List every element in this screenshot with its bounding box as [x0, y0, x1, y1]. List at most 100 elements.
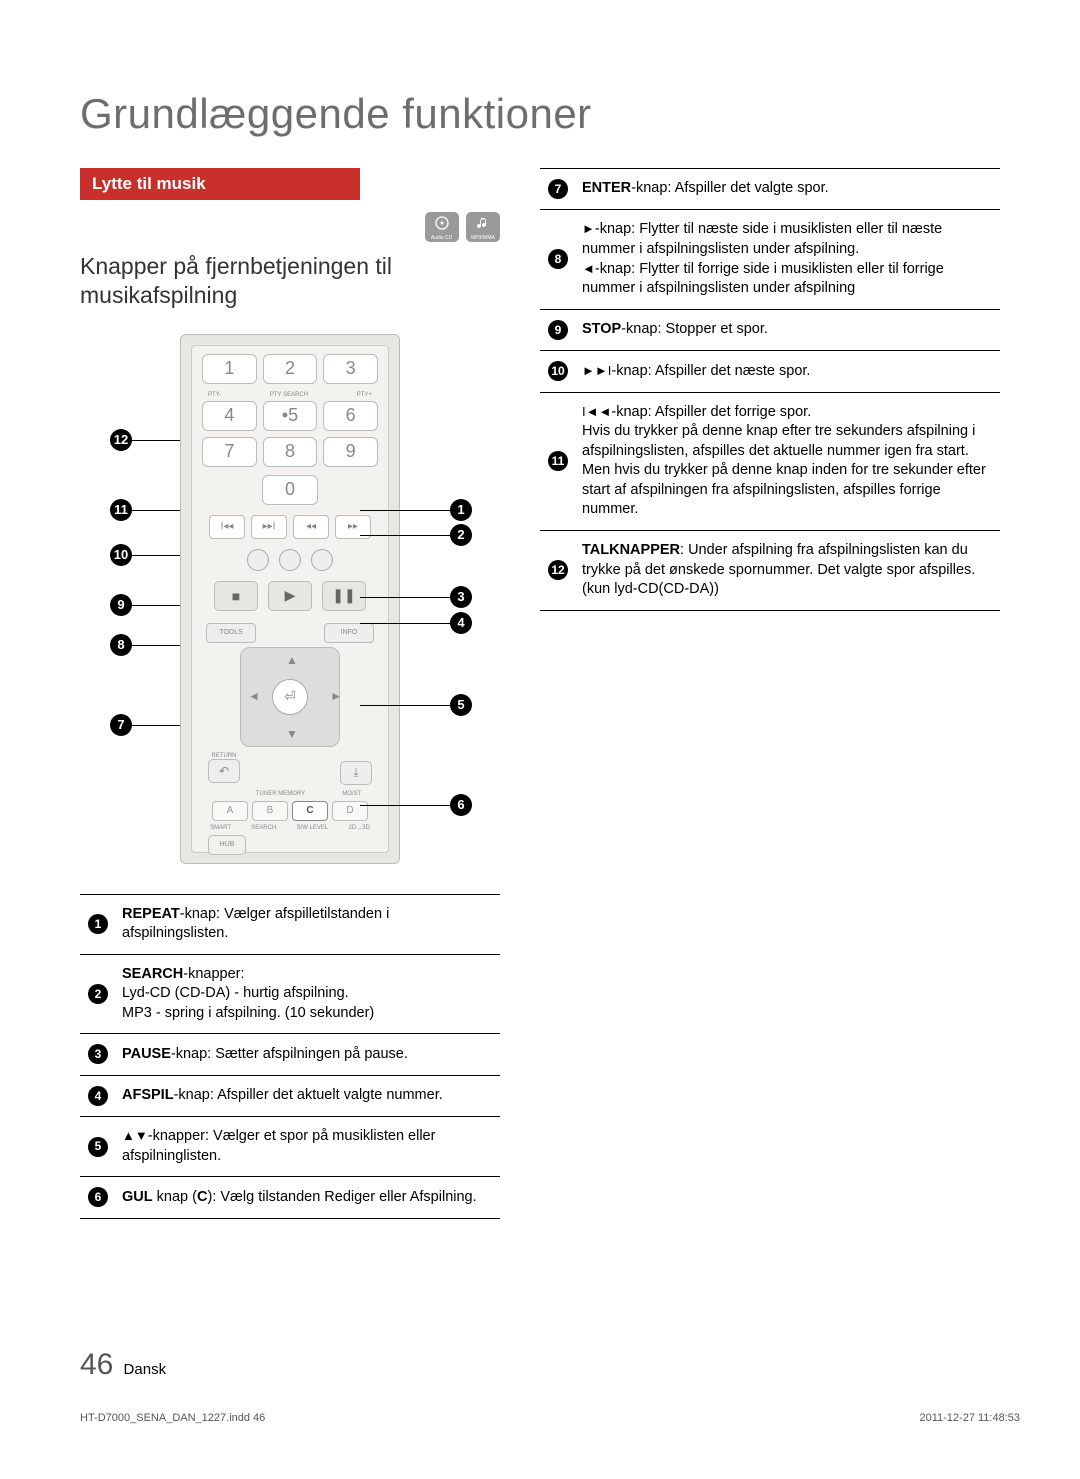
pty-search-label: PTY SEARCH: [270, 392, 308, 398]
enter-icon: ⏎: [272, 679, 308, 715]
d-button: D: [332, 801, 368, 821]
stop-icon: ■: [214, 581, 258, 611]
row-description: ▲▼-knapper: Vælger et spor på musikliste…: [116, 1117, 500, 1177]
remote-diagram: 121110987 1 2 3 PTY- PTY SEARCH PTY+: [80, 334, 500, 864]
content-columns: Lytte til musik Audio CD MP3/WMA Knapper…: [80, 168, 1000, 1219]
next-track-icon: ▸▸I: [251, 515, 287, 539]
swlevel-label: S/W LEVEL: [297, 825, 329, 831]
row-number: 6: [80, 1177, 116, 1218]
callout-2: 2: [450, 524, 472, 546]
page-number: 46: [80, 1348, 113, 1381]
smart-label: SMART: [210, 825, 231, 831]
mp3-wma-icon: MP3/WMA: [466, 212, 500, 242]
circle-btn: [311, 549, 333, 571]
row-number: 12: [540, 531, 576, 611]
row-number: 9: [540, 309, 576, 350]
rewind-icon: ◂◂: [293, 515, 329, 539]
table-row: 11I◄◄-knap: Afspiller det forrige spor.H…: [540, 392, 1000, 530]
table-row: 8►-knap: Flytter til næste side i musikl…: [540, 210, 1000, 309]
return-icon: ↶: [208, 759, 240, 783]
left-column: Lytte til musik Audio CD MP3/WMA Knapper…: [80, 168, 500, 1219]
row-description: ►-knap: Flytter til næste side i musikli…: [576, 210, 1000, 309]
key-1: 1: [202, 354, 257, 384]
row-description: REPEAT-knap: Vælger afspilletilstanden i…: [116, 894, 500, 954]
row-description: ►►I-knap: Afspiller det næste spor.: [576, 351, 1000, 392]
row-description: SEARCH-knapper:Lyd-CD (CD-DA) - hurtig a…: [116, 954, 500, 1034]
tools-button: TOOLS: [206, 623, 256, 643]
pty-plus-label: PTY+: [357, 392, 372, 398]
callout-10: 10: [110, 544, 132, 566]
row-number: 7: [540, 169, 576, 210]
callout-12: 12: [110, 429, 132, 451]
page-lang: Dansk: [124, 1361, 167, 1378]
table-row: 5▲▼-knapper: Vælger et spor på musiklist…: [80, 1117, 500, 1177]
most-label: MO/ST: [342, 791, 361, 797]
page-title: Grundlæggende funktioner: [80, 90, 1000, 138]
pause-icon: ❚❚: [322, 581, 366, 611]
key-2: 2: [263, 354, 318, 384]
indd-file: HT-D7000_SENA_DAN_1227.indd 46: [80, 1412, 265, 1424]
prev-track-icon: I◂◂: [209, 515, 245, 539]
callout-4: 4: [450, 612, 472, 634]
audio-cd-icon: Audio CD: [425, 212, 459, 242]
indd-datetime: 2011-12-27 11:48:53: [919, 1412, 1020, 1424]
b-button: B: [252, 801, 288, 821]
callout-11: 11: [110, 499, 132, 521]
key-0: 0: [262, 475, 318, 505]
print-metadata: HT-D7000_SENA_DAN_1227.indd 46 2011-12-2…: [80, 1412, 1020, 1424]
key-7: 7: [202, 437, 257, 467]
table-row: 6GUL knap (C): Vælg tilstanden Rediger e…: [80, 1177, 500, 1218]
info-button: INFO: [324, 623, 374, 643]
subtitle: Knapper på fjernbetjeningen til musikafs…: [80, 252, 500, 310]
pty-minus-label: PTY-: [208, 392, 221, 398]
page-footer: 46 Dansk: [80, 1348, 166, 1382]
dpad-right-icon: ►: [330, 689, 342, 703]
row-description: TALKNAPPER: Under afspilning fra afspiln…: [576, 531, 1000, 611]
table-row: 3PAUSE-knap: Sætter afspilningen på paus…: [80, 1034, 500, 1075]
hub-button: HUB: [208, 835, 246, 855]
callout-6: 6: [450, 794, 472, 816]
row-number: 2: [80, 954, 116, 1034]
key-5: • 5: [263, 401, 318, 431]
table-row: 2SEARCH-knapper:Lyd-CD (CD-DA) - hurtig …: [80, 954, 500, 1034]
callout-3: 3: [450, 586, 472, 608]
key-9: 9: [323, 437, 378, 467]
callout-7: 7: [110, 714, 132, 736]
callout-8: 8: [110, 634, 132, 656]
description-table-left: 1REPEAT-knap: Vælger afspilletilstanden …: [80, 894, 500, 1219]
callout-5: 5: [450, 694, 472, 716]
description-table-right: 7ENTER-knap: Afspiller det valgte spor.8…: [540, 168, 1000, 611]
return-label: RETURN: [208, 753, 240, 759]
row-description: PAUSE-knap: Sætter afspilningen på pause…: [116, 1034, 500, 1075]
row-number: 5: [80, 1117, 116, 1177]
dpad-up-icon: ▲: [286, 653, 298, 667]
row-description: AFSPIL-knap: Afspiller det aktuelt valgt…: [116, 1075, 500, 1116]
section-header: Lytte til musik: [80, 168, 360, 200]
2d3d-label: 2D→3D: [348, 825, 369, 831]
table-row: 4AFSPIL-knap: Afspiller det aktuelt valg…: [80, 1075, 500, 1116]
circle-btn: [279, 549, 301, 571]
table-row: 1REPEAT-knap: Vælger afspilletilstanden …: [80, 894, 500, 954]
remote-body: 1 2 3 PTY- PTY SEARCH PTY+ 4 • 5 6: [180, 334, 400, 864]
dpad-down-icon: ▼: [286, 727, 298, 741]
tuner-label: TUNER MEMORY: [256, 791, 305, 797]
exit-icon: ⤓: [340, 761, 372, 785]
circle-btn: [247, 549, 269, 571]
key-8: 8: [263, 437, 318, 467]
key-3: 3: [323, 354, 378, 384]
row-description: ENTER-knap: Afspiller det valgte spor.: [576, 169, 1000, 210]
a-button: A: [212, 801, 248, 821]
key-4: 4: [202, 401, 257, 431]
row-number: 1: [80, 894, 116, 954]
callout-9: 9: [110, 594, 132, 616]
table-row: 7ENTER-knap: Afspiller det valgte spor.: [540, 169, 1000, 210]
row-number: 8: [540, 210, 576, 309]
key-6: 6: [323, 401, 378, 431]
row-number: 10: [540, 351, 576, 392]
abcd-row: A B C D: [202, 801, 378, 821]
row-description: I◄◄-knap: Afspiller det forrige spor.Hvi…: [576, 392, 1000, 530]
row-number: 4: [80, 1075, 116, 1116]
circle-row: [202, 549, 378, 571]
row-description: GUL knap (C): Vælg tilstanden Rediger el…: [116, 1177, 500, 1218]
play-row: ■ ▶ ❚❚: [202, 581, 378, 611]
